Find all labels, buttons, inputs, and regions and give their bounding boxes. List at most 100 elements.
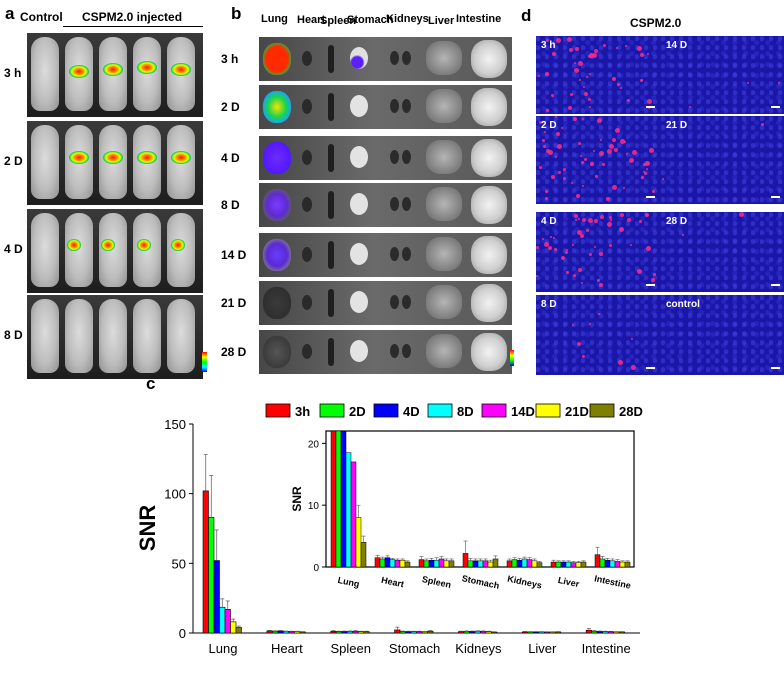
panel-a-image-row [27, 121, 203, 205]
liver-image [426, 187, 462, 221]
signal-spot [609, 216, 612, 219]
bar [596, 631, 603, 634]
inset-bar [472, 560, 479, 568]
signal-spot [624, 141, 626, 143]
bar [346, 631, 354, 634]
micrograph-tile: control [661, 295, 784, 375]
spleen-image [328, 144, 334, 172]
panel-a-row-label: 3 h [4, 66, 22, 80]
signal-spot [539, 166, 542, 169]
inset-bar [477, 560, 484, 568]
mouse-image [99, 299, 127, 373]
signal-spot [594, 49, 598, 53]
bar [405, 631, 412, 634]
inset-bar [526, 559, 533, 568]
bar [427, 630, 434, 634]
legend-swatch [427, 403, 453, 418]
kidney-image [402, 247, 411, 261]
signal-spot [646, 168, 648, 170]
signal-spot [573, 274, 576, 277]
signal-spot [575, 219, 577, 221]
signal-spot [648, 107, 650, 109]
panel-b-row-label: 21 D [221, 296, 247, 310]
panel-a-image-row [27, 33, 203, 117]
x-tick-label: Heart [271, 641, 303, 656]
bar [266, 630, 273, 634]
inset-bar [448, 560, 455, 568]
panel-b-image-row [259, 233, 512, 277]
signal-spot [589, 53, 594, 58]
kidney-image [402, 295, 411, 309]
kidney-image [390, 150, 399, 164]
signal-spot [569, 48, 573, 52]
bar [230, 621, 237, 634]
panel-d-title: CSPM2.0 [630, 16, 682, 30]
signal-spot [542, 139, 545, 142]
inset-bar [330, 430, 337, 568]
micrograph-label: control [666, 299, 700, 310]
kidney-image [402, 99, 411, 113]
y-tick-label: 50 [172, 556, 186, 571]
fluorescence-signal [171, 239, 185, 251]
panel-b-colorbar [510, 350, 514, 366]
signal-spot [584, 92, 588, 96]
bar [463, 631, 470, 634]
signal-spot [546, 39, 549, 42]
signal-spot [590, 162, 594, 166]
signal-spot [556, 38, 561, 43]
panel-a-colorbar [202, 352, 207, 372]
organ-header: Liver [428, 15, 455, 27]
bar [394, 629, 401, 634]
inset-bar [521, 558, 528, 568]
signal-spot [609, 244, 612, 247]
fluorescence-signal [171, 151, 191, 164]
signal-spot [576, 194, 580, 198]
bar [485, 631, 492, 634]
signal-spot [615, 128, 620, 133]
bar [357, 631, 365, 634]
lung-image [263, 43, 291, 75]
stomach-image [350, 95, 368, 117]
x-tick-label: Liver [528, 641, 557, 656]
panel-b-image-row [259, 183, 512, 227]
signal-spot [586, 229, 589, 232]
legend-swatch [535, 403, 561, 418]
signal-spot [566, 249, 568, 251]
inset-bar [418, 559, 425, 568]
liver-image [426, 140, 462, 174]
legend-label: 2D [349, 404, 366, 419]
bar [288, 631, 295, 634]
signal-spot [612, 77, 616, 81]
signal-spot [606, 197, 610, 201]
panel-c-letter: c [146, 374, 156, 393]
inset-bar [614, 561, 621, 568]
mouse-image [167, 299, 195, 373]
signal-spot [640, 53, 644, 57]
kidney-image [390, 295, 399, 309]
inset-bar [350, 461, 357, 568]
organ-header: Lung [261, 13, 288, 25]
panel-b-image-row [259, 330, 512, 374]
stomach-image [350, 146, 368, 168]
inset-bar [433, 559, 440, 568]
fluorescence-signal [69, 151, 89, 164]
inset-bar [487, 561, 494, 568]
signal-spot [643, 163, 646, 166]
legend-swatch [589, 403, 615, 418]
signal-spot [588, 98, 591, 101]
kidney-image [402, 197, 411, 211]
signal-spot [588, 218, 593, 223]
spleen-image [328, 45, 334, 73]
signal-spot [563, 177, 566, 180]
scale-bar [771, 196, 780, 198]
bar [618, 631, 625, 634]
signal-spot [689, 106, 691, 108]
x-tick-label: Kidneys [455, 641, 502, 656]
signal-spot [637, 46, 642, 51]
inset-bar [531, 560, 538, 568]
bar [299, 631, 306, 634]
signal-spot [630, 244, 632, 246]
inset-bar [560, 561, 567, 568]
inset-x-tick-label: Heart [380, 575, 405, 590]
signal-spot [637, 269, 642, 274]
